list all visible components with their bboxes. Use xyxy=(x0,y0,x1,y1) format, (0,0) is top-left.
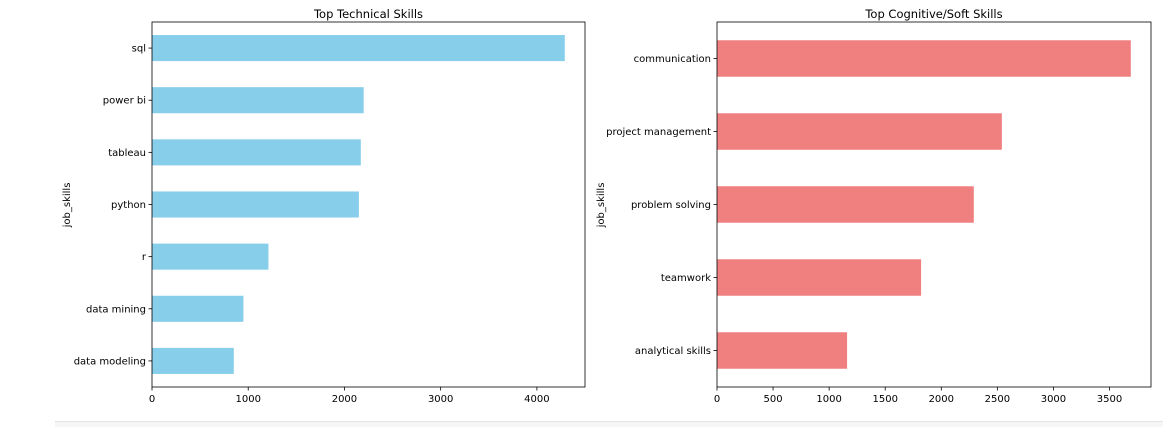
bar-data-modeling xyxy=(152,347,234,374)
x-tick-label: 3000 xyxy=(1041,394,1066,405)
chart-title: Top Technical Skills xyxy=(313,7,423,21)
x-tick-label: 3000 xyxy=(428,394,453,405)
y-tick-label: r xyxy=(142,252,147,263)
x-tick-label: 2000 xyxy=(929,394,954,405)
y-tick-label: problem solving xyxy=(631,200,711,211)
plot-frame xyxy=(151,21,586,388)
plot-frame xyxy=(716,21,1152,388)
x-tick-label: 1500 xyxy=(872,394,897,405)
bar-project-management xyxy=(717,113,1002,150)
x-tick-label: 3500 xyxy=(1097,394,1122,405)
y-tick-label: project management xyxy=(606,127,711,138)
x-tick-label: 0 xyxy=(149,394,155,405)
y-tick-label: teamwork xyxy=(661,273,711,284)
chart-title: Top Cognitive/Soft Skills xyxy=(864,7,1002,21)
y-axis-label: job_skills xyxy=(62,183,73,229)
x-tick-label: 500 xyxy=(764,394,783,405)
y-tick-label: power bi xyxy=(103,96,146,107)
technical-skills-chart: Top Technical Skills job_skills sql power… xyxy=(62,7,586,405)
x-tick-label: 0 xyxy=(714,394,720,405)
y-tick-label: tableau xyxy=(108,148,146,159)
bar-sql xyxy=(152,35,565,62)
bar-analytical-skills xyxy=(717,332,848,369)
bar-communication xyxy=(717,40,1131,77)
bar-tableau xyxy=(152,139,361,166)
bar-python xyxy=(152,191,359,218)
x-tick-label: 1000 xyxy=(816,394,841,405)
output-area-edge xyxy=(55,421,1163,427)
x-tick-label: 4000 xyxy=(524,394,549,405)
bar-power-bi xyxy=(152,87,364,114)
bar-r xyxy=(152,243,269,270)
bar-data-mining xyxy=(152,295,244,322)
y-tick-label: data modeling xyxy=(74,356,146,367)
y-axis-label: job_skills xyxy=(596,183,607,229)
bar-teamwork xyxy=(717,259,922,296)
bar-problem-solving xyxy=(717,186,974,223)
x-tick-label: 2500 xyxy=(985,394,1010,405)
y-tick-label: python xyxy=(111,200,146,211)
y-tick-label: sql xyxy=(132,44,146,55)
y-tick-label: analytical skills xyxy=(635,346,711,357)
soft-skills-chart: Top Cognitive/Soft Skills job_skills com… xyxy=(596,7,1152,405)
y-tick-label: data mining xyxy=(86,304,146,315)
x-tick-label: 2000 xyxy=(332,394,357,405)
y-tick-label: communication xyxy=(634,54,711,65)
x-tick-label: 1000 xyxy=(235,394,260,405)
